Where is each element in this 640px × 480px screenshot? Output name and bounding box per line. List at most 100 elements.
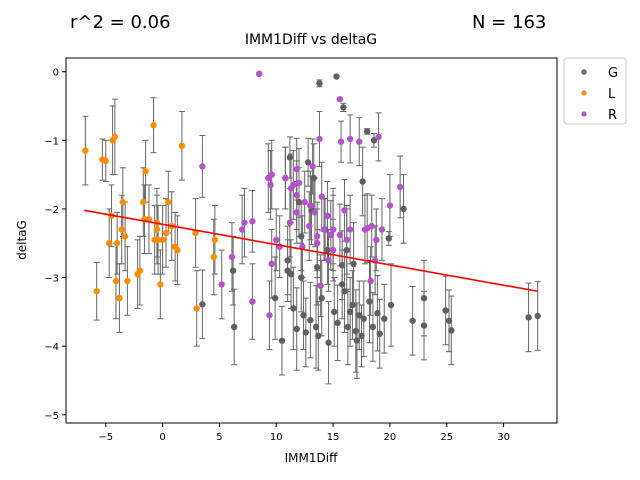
data-point-L xyxy=(174,246,181,254)
data-point-L xyxy=(178,142,186,150)
y-tick-label: −2 xyxy=(44,205,59,216)
data-point-R xyxy=(311,209,319,216)
data-point-G xyxy=(344,323,352,331)
data-point-G xyxy=(298,274,305,281)
data-point-G xyxy=(284,257,291,264)
data-point-L xyxy=(121,233,129,240)
data-point-L xyxy=(113,240,121,247)
y-axis-label: deltaG xyxy=(15,220,29,260)
data-point-R xyxy=(309,163,316,170)
data-point-R xyxy=(293,192,300,199)
data-point-G xyxy=(286,154,294,161)
data-point-G xyxy=(295,198,303,206)
data-point-G xyxy=(356,312,363,319)
data-point-G xyxy=(278,337,286,344)
data-point-R xyxy=(293,165,300,173)
data-point-R xyxy=(325,257,332,264)
data-point-G xyxy=(304,159,312,166)
data-point-R xyxy=(324,212,331,220)
data-point-G xyxy=(293,325,300,333)
legend-box xyxy=(563,57,627,125)
data-point-R xyxy=(346,135,354,143)
data-point-G xyxy=(370,137,378,144)
data-point-G xyxy=(338,281,346,288)
data-point-G xyxy=(331,308,338,316)
data-point-L xyxy=(193,305,200,312)
data-point-G xyxy=(334,319,341,327)
legend-label-G: G xyxy=(608,66,618,81)
data-point-R xyxy=(199,163,206,170)
data-point-G xyxy=(343,246,350,254)
data-point-G xyxy=(325,339,332,346)
data-point-R xyxy=(378,226,386,233)
data-point-G xyxy=(341,288,348,295)
data-point-G xyxy=(400,205,407,213)
legend-marker-R xyxy=(581,111,587,117)
data-point-R xyxy=(336,95,344,103)
data-point-R xyxy=(249,218,256,225)
fit-line-group xyxy=(84,209,538,293)
data-point-G xyxy=(199,301,206,308)
data-point-L xyxy=(192,229,199,237)
data-point-R xyxy=(290,181,297,189)
data-point-L xyxy=(210,253,217,261)
r-squared-label: r^2 = 0.06 xyxy=(70,12,171,33)
data-point-L xyxy=(136,267,144,274)
data-point-G xyxy=(324,246,331,254)
legend-label-R: R xyxy=(608,108,617,123)
data-point-R xyxy=(396,183,404,191)
data-point-G xyxy=(318,294,325,302)
data-point-G xyxy=(374,310,381,317)
data-point-G xyxy=(312,323,320,331)
data-point-G xyxy=(534,312,541,320)
fit-line xyxy=(84,209,538,293)
data-point-L xyxy=(118,226,125,233)
data-point-R xyxy=(346,226,354,233)
data-point-R xyxy=(306,222,313,230)
data-point-G xyxy=(366,298,373,305)
data-point-R xyxy=(228,253,236,261)
data-point-R xyxy=(282,174,289,182)
data-point-R xyxy=(241,219,248,226)
data-point-R xyxy=(343,236,350,244)
data-point-L xyxy=(142,168,149,175)
data-point-R xyxy=(375,133,382,141)
data-point-G xyxy=(229,267,237,274)
x-tick-label: 15 xyxy=(327,432,340,443)
data-point-L xyxy=(211,236,219,244)
data-point-R xyxy=(368,222,375,230)
data-point-G xyxy=(316,80,323,87)
legend-label-L: L xyxy=(608,87,616,102)
x-tick-label: 10 xyxy=(270,432,283,443)
data-point-R xyxy=(313,240,321,247)
data-point-L xyxy=(111,133,119,141)
data-point-R xyxy=(268,260,275,268)
data-point-R xyxy=(337,138,345,145)
data-point-G xyxy=(359,178,366,185)
data-point-G xyxy=(300,312,307,319)
data-point-G xyxy=(420,322,428,329)
data-points xyxy=(82,70,541,346)
data-point-G xyxy=(333,73,340,80)
data-point-L xyxy=(153,226,161,233)
data-point-G xyxy=(338,261,346,269)
data-point-R xyxy=(329,246,337,254)
data-point-G xyxy=(381,315,388,322)
data-point-G xyxy=(307,316,314,324)
data-point-G xyxy=(313,264,321,271)
data-point-L xyxy=(119,198,127,206)
data-point-G xyxy=(290,305,297,312)
data-point-R xyxy=(301,198,308,206)
data-point-G xyxy=(525,314,532,321)
data-point-R xyxy=(286,219,294,226)
chart-title: IMM1Diff vs deltaG xyxy=(245,32,377,48)
data-point-L xyxy=(124,277,131,285)
data-point-G xyxy=(298,233,305,240)
data-point-L xyxy=(159,236,166,244)
data-point-R xyxy=(356,138,363,145)
data-point-R xyxy=(267,181,274,189)
data-point-L xyxy=(165,198,172,206)
data-point-G xyxy=(284,267,291,274)
data-point-G xyxy=(409,317,416,324)
